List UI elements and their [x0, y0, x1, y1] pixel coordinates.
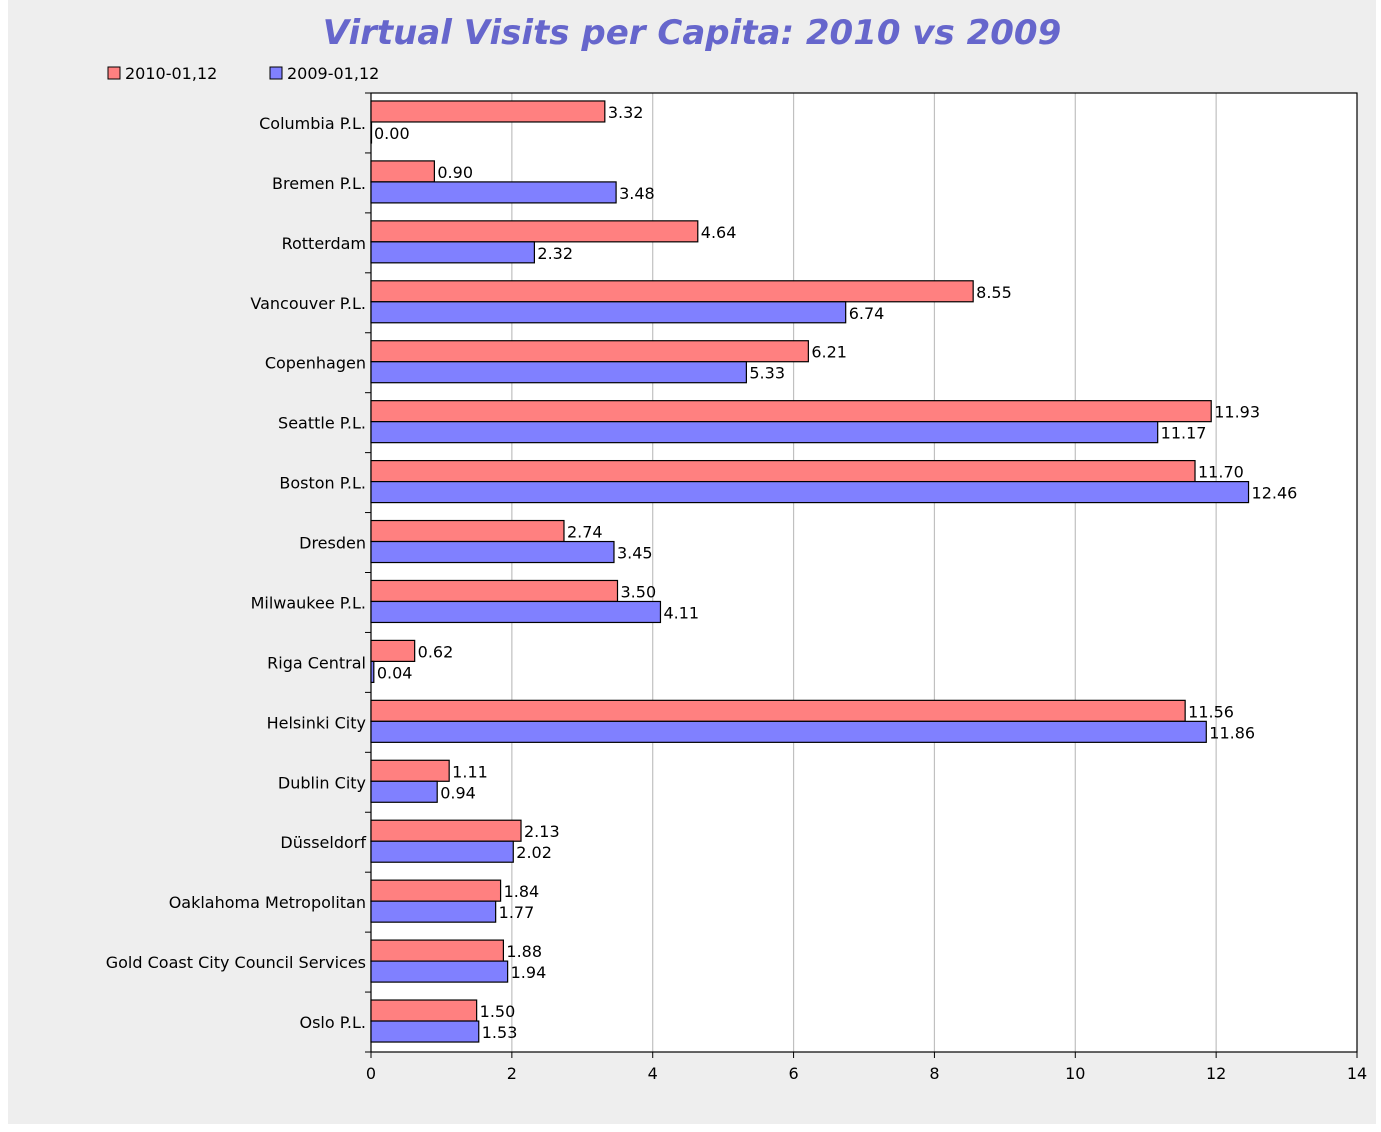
data-label: 11.70 [1198, 463, 1244, 482]
bar-series-2 [370, 480, 1250, 504]
data-label: 0.62 [418, 642, 454, 661]
bar-series-2 [370, 600, 662, 624]
category-label: Milwaukee P.L. [251, 593, 366, 612]
data-label: 11.86 [1209, 723, 1255, 742]
bar-series-2 [370, 301, 847, 324]
data-label: 12.46 [1252, 484, 1298, 503]
category-label: Riga Central [267, 653, 366, 672]
category-label: Boston P.L. [279, 474, 366, 493]
data-label: 5.33 [749, 364, 785, 383]
x-tick-label: 4 [648, 1064, 658, 1083]
data-label: 4.11 [663, 603, 699, 622]
data-label: 2.32 [537, 244, 573, 263]
x-tick-label: 0 [366, 1064, 376, 1083]
category-label: Bremen P.L. [272, 174, 366, 193]
bar-series-1 [370, 160, 435, 183]
data-label: 3.32 [608, 103, 644, 122]
category-label: Helsinki City [267, 713, 366, 732]
x-tick-label: 2 [507, 1064, 517, 1083]
bar-series-2 [370, 121, 373, 144]
bar-series-1 [370, 280, 974, 303]
category-label: Rotterdam [282, 234, 366, 253]
data-label: 3.48 [619, 184, 655, 203]
bar-series-1 [370, 579, 619, 603]
category-label: Gold Coast City Council Services [106, 953, 366, 972]
bar-series-2 [370, 660, 375, 684]
bar-series-1 [370, 400, 1212, 423]
data-label: 8.55 [976, 283, 1012, 302]
data-label: 0.90 [437, 163, 473, 182]
x-tick-label: 6 [788, 1064, 798, 1083]
bar-series-2 [370, 540, 615, 564]
data-label: 2.13 [524, 822, 560, 841]
bar-series-1 [370, 340, 809, 363]
data-label: 1.77 [499, 903, 535, 922]
bar-series-2 [370, 960, 509, 983]
x-tick-label: 12 [1206, 1064, 1226, 1083]
data-label: 11.56 [1188, 702, 1234, 721]
bar-series-1 [370, 939, 505, 962]
bar-series-1 [370, 459, 1196, 483]
bar-series-1 [370, 220, 699, 243]
category-label: Düsseldorf [280, 833, 366, 852]
bar-series-1 [370, 759, 450, 782]
bar-series-2 [370, 900, 497, 923]
category-label: Vancouver P.L. [250, 294, 366, 313]
category-label: Seattle P.L. [278, 414, 366, 433]
bar-series-2 [370, 421, 1159, 444]
bar-series-1 [370, 100, 606, 123]
data-label: 1.53 [482, 1023, 518, 1042]
bar-series-1 [370, 819, 522, 842]
data-label: 2.02 [516, 843, 552, 862]
bar-series-1 [370, 699, 1186, 722]
data-label: 0.94 [440, 783, 476, 802]
data-label: 0.00 [374, 124, 410, 143]
bar-chart: Virtual Visits per Capita: 2010 vs 2009 … [106, 13, 1367, 1083]
bar-series-1 [370, 519, 565, 543]
data-label: 1.94 [511, 963, 547, 982]
category-label: Columbia P.L. [259, 114, 366, 133]
category-label: Copenhagen [265, 354, 366, 373]
x-tick-label: 14 [1347, 1064, 1367, 1083]
data-label: 2.74 [567, 523, 603, 542]
bar-series-1 [370, 879, 502, 902]
bar-series-2 [370, 181, 617, 204]
data-label: 4.64 [701, 223, 737, 242]
bar-series-1 [370, 639, 416, 663]
bar-series-2 [370, 780, 438, 803]
legend-label: 2009-01,12 [287, 64, 379, 83]
data-label: 1.84 [504, 882, 540, 901]
plot-area: 0 2 4 6 8 10 12 14 Columbia P.L. 3.32 0.00 Bremen P… [106, 92, 1367, 1083]
chart-panel: Virtual Visits per Capita: 2010 vs 2009 … [8, 0, 1376, 1124]
legend-swatch [269, 66, 283, 80]
bar-series-1 [370, 999, 478, 1022]
category-label: Oslo P.L. [300, 1013, 367, 1032]
data-label: 1.11 [452, 762, 488, 781]
data-label: 6.74 [849, 304, 885, 323]
legend: 2010-01,12 2009-01,12 [107, 64, 379, 83]
legend-swatch [107, 66, 121, 80]
x-tick-label: 8 [929, 1064, 939, 1083]
legend-label: 2010-01,12 [125, 64, 217, 83]
bar-series-2 [370, 720, 1207, 743]
bar-series-2 [370, 840, 514, 863]
bar-series-2 [370, 361, 747, 384]
bar-series-2 [370, 241, 535, 264]
bar-series-2 [370, 1020, 480, 1043]
data-label: 0.04 [377, 663, 413, 682]
data-label: 1.88 [506, 942, 542, 961]
data-label: 11.93 [1214, 403, 1260, 422]
plot-background [371, 93, 1357, 1052]
x-tick-label: 10 [1065, 1064, 1085, 1083]
category-label: Dublin City [278, 773, 366, 792]
data-label: 6.21 [811, 343, 847, 362]
data-label: 1.50 [480, 1002, 516, 1021]
category-label: Dresden [299, 534, 366, 553]
data-label: 3.50 [621, 582, 657, 601]
category-label: Oaklahoma Metropolitan [169, 893, 366, 912]
data-label: 11.17 [1161, 424, 1207, 443]
data-label: 3.45 [617, 544, 653, 563]
chart-title: Virtual Visits per Capita: 2010 vs 2009 [323, 13, 1061, 53]
